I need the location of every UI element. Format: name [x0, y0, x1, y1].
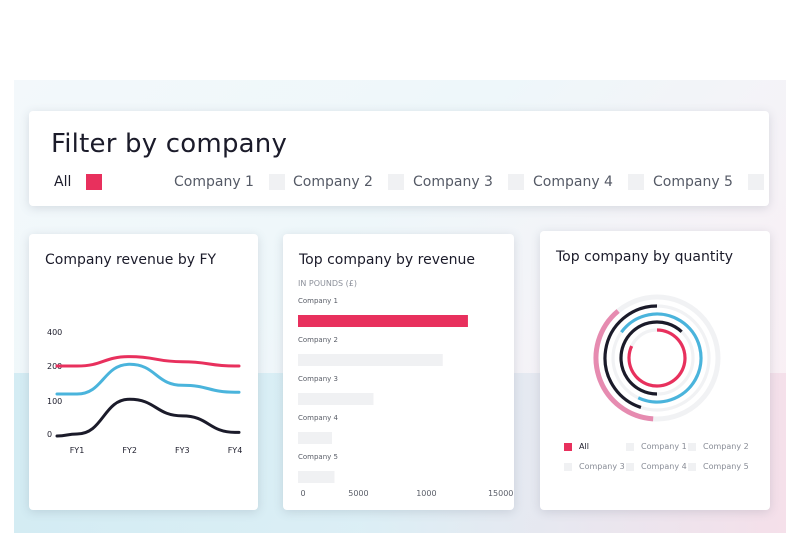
ring-arc-2: [619, 320, 683, 396]
series-line-2: [55, 362, 241, 396]
ring-arc-5: [593, 309, 654, 422]
filter-option-label: Company 4: [533, 174, 613, 190]
filter-option-all[interactable]: All: [54, 172, 103, 192]
filter-checkbox-company-3[interactable]: [507, 174, 524, 190]
bar-2: [298, 354, 443, 366]
legend-swatch: [626, 462, 634, 471]
legend-item[interactable]: Company 2: [688, 442, 749, 451]
filter-title: Filter by company: [51, 129, 288, 159]
x-tick-label: 5000: [348, 489, 368, 498]
x-tick-label: 1000: [416, 489, 436, 498]
legend-label: Company 2: [703, 442, 749, 451]
filter-checkbox-all[interactable]: [86, 174, 103, 190]
quantity-radial-chart: [593, 294, 721, 422]
y-tick-label: 0: [47, 430, 52, 439]
ring-arc-4: [603, 304, 658, 409]
legend-label: Company 1: [641, 442, 687, 451]
legend-label: Company 3: [579, 462, 625, 471]
legend-swatch: [626, 442, 634, 451]
legend-item[interactable]: Company 5: [688, 462, 749, 471]
bar-category-label: Company 1: [298, 297, 338, 305]
filter-option-label: All: [54, 174, 72, 190]
top-company-revenue-panel: Top company by revenue IN POUNDS (£) Comp…: [283, 234, 514, 510]
revenue-by-fy-panel: Company revenue by FY 400 200 100 0 FY1 FY2 FY…: [29, 234, 258, 510]
filter-option-company-2[interactable]: Company 2: [293, 172, 404, 192]
filter-option-company-3[interactable]: Company 3: [413, 172, 524, 192]
bar-category-label: Company 3: [298, 375, 338, 383]
filter-option-company-1[interactable]: Company 1: [174, 172, 285, 192]
y-tick-label: 400: [47, 328, 62, 337]
filter-option-company-4[interactable]: Company 4: [533, 172, 644, 192]
ring-arc-3: [620, 312, 703, 404]
top-company-quantity-panel: Top company by quantity All Company 1 Comp…: [540, 231, 770, 510]
filter-option-label: Company 1: [174, 174, 254, 190]
filter-option-company-5[interactable]: Company 5: [653, 172, 764, 192]
x-tick-label: FY4: [228, 446, 243, 455]
x-tick-label: 0: [300, 489, 305, 498]
y-tick-label: 200: [47, 362, 62, 371]
legend-item[interactable]: Company 4: [626, 462, 687, 471]
filter-panel: Filter by company All Company 1 Company …: [29, 111, 769, 206]
legend-swatch: [564, 462, 572, 471]
legend-label: Company 4: [641, 462, 687, 471]
filter-option-label: Company 5: [653, 174, 733, 190]
x-tick-label: FY2: [122, 446, 137, 455]
legend-item[interactable]: Company 1: [626, 442, 687, 451]
bar-3: [298, 393, 374, 405]
top-revenue-title: Top company by revenue: [299, 252, 475, 268]
bar-5: [298, 471, 335, 483]
x-tick-label: FY3: [175, 446, 190, 455]
revenue-line-chart: 400 200 100 0 FY1 FY2 FY3 FY4: [47, 328, 243, 455]
filter-checkbox-company-2[interactable]: [387, 174, 404, 190]
bar-category-label: Company 4: [298, 414, 339, 422]
legend-swatch: [564, 442, 572, 451]
filter-checkbox-company-5[interactable]: [747, 174, 764, 190]
bar-chart-subtitle: IN POUNDS (£): [298, 279, 357, 288]
revenue-by-fy-title: Company revenue by FY: [45, 252, 217, 268]
y-tick-label: 100: [47, 397, 62, 406]
filter-option-label: Company 3: [413, 174, 493, 190]
bar-1: [298, 315, 468, 327]
legend-label: Company 5: [703, 462, 749, 471]
filter-checkbox-company-1[interactable]: [268, 174, 285, 190]
x-tick-label: FY1: [70, 446, 85, 455]
filter-option-label: Company 2: [293, 174, 373, 190]
legend-item[interactable]: All: [564, 442, 589, 451]
legend-swatch: [688, 442, 696, 451]
ring-arc-1: [627, 328, 687, 388]
legend-label: All: [579, 442, 589, 451]
x-tick-label: 15000: [488, 489, 513, 498]
bar-category-label: Company 2: [298, 336, 338, 344]
bar-category-label: Company 5: [298, 453, 338, 461]
legend-item[interactable]: Company 3: [564, 462, 625, 471]
bar-4: [298, 432, 332, 444]
revenue-bar-chart: IN POUNDS (£) Company 1 Company 2 Company 3…: [298, 279, 513, 498]
legend-swatch: [688, 462, 696, 471]
series-line-1: [55, 355, 241, 368]
filter-checkbox-company-4[interactable]: [627, 174, 644, 190]
top-quantity-title: Top company by quantity: [556, 249, 734, 265]
series-line-3: [55, 397, 241, 438]
filter-options: All Company 1 Company 2 Company 3 Compan…: [29, 172, 769, 192]
